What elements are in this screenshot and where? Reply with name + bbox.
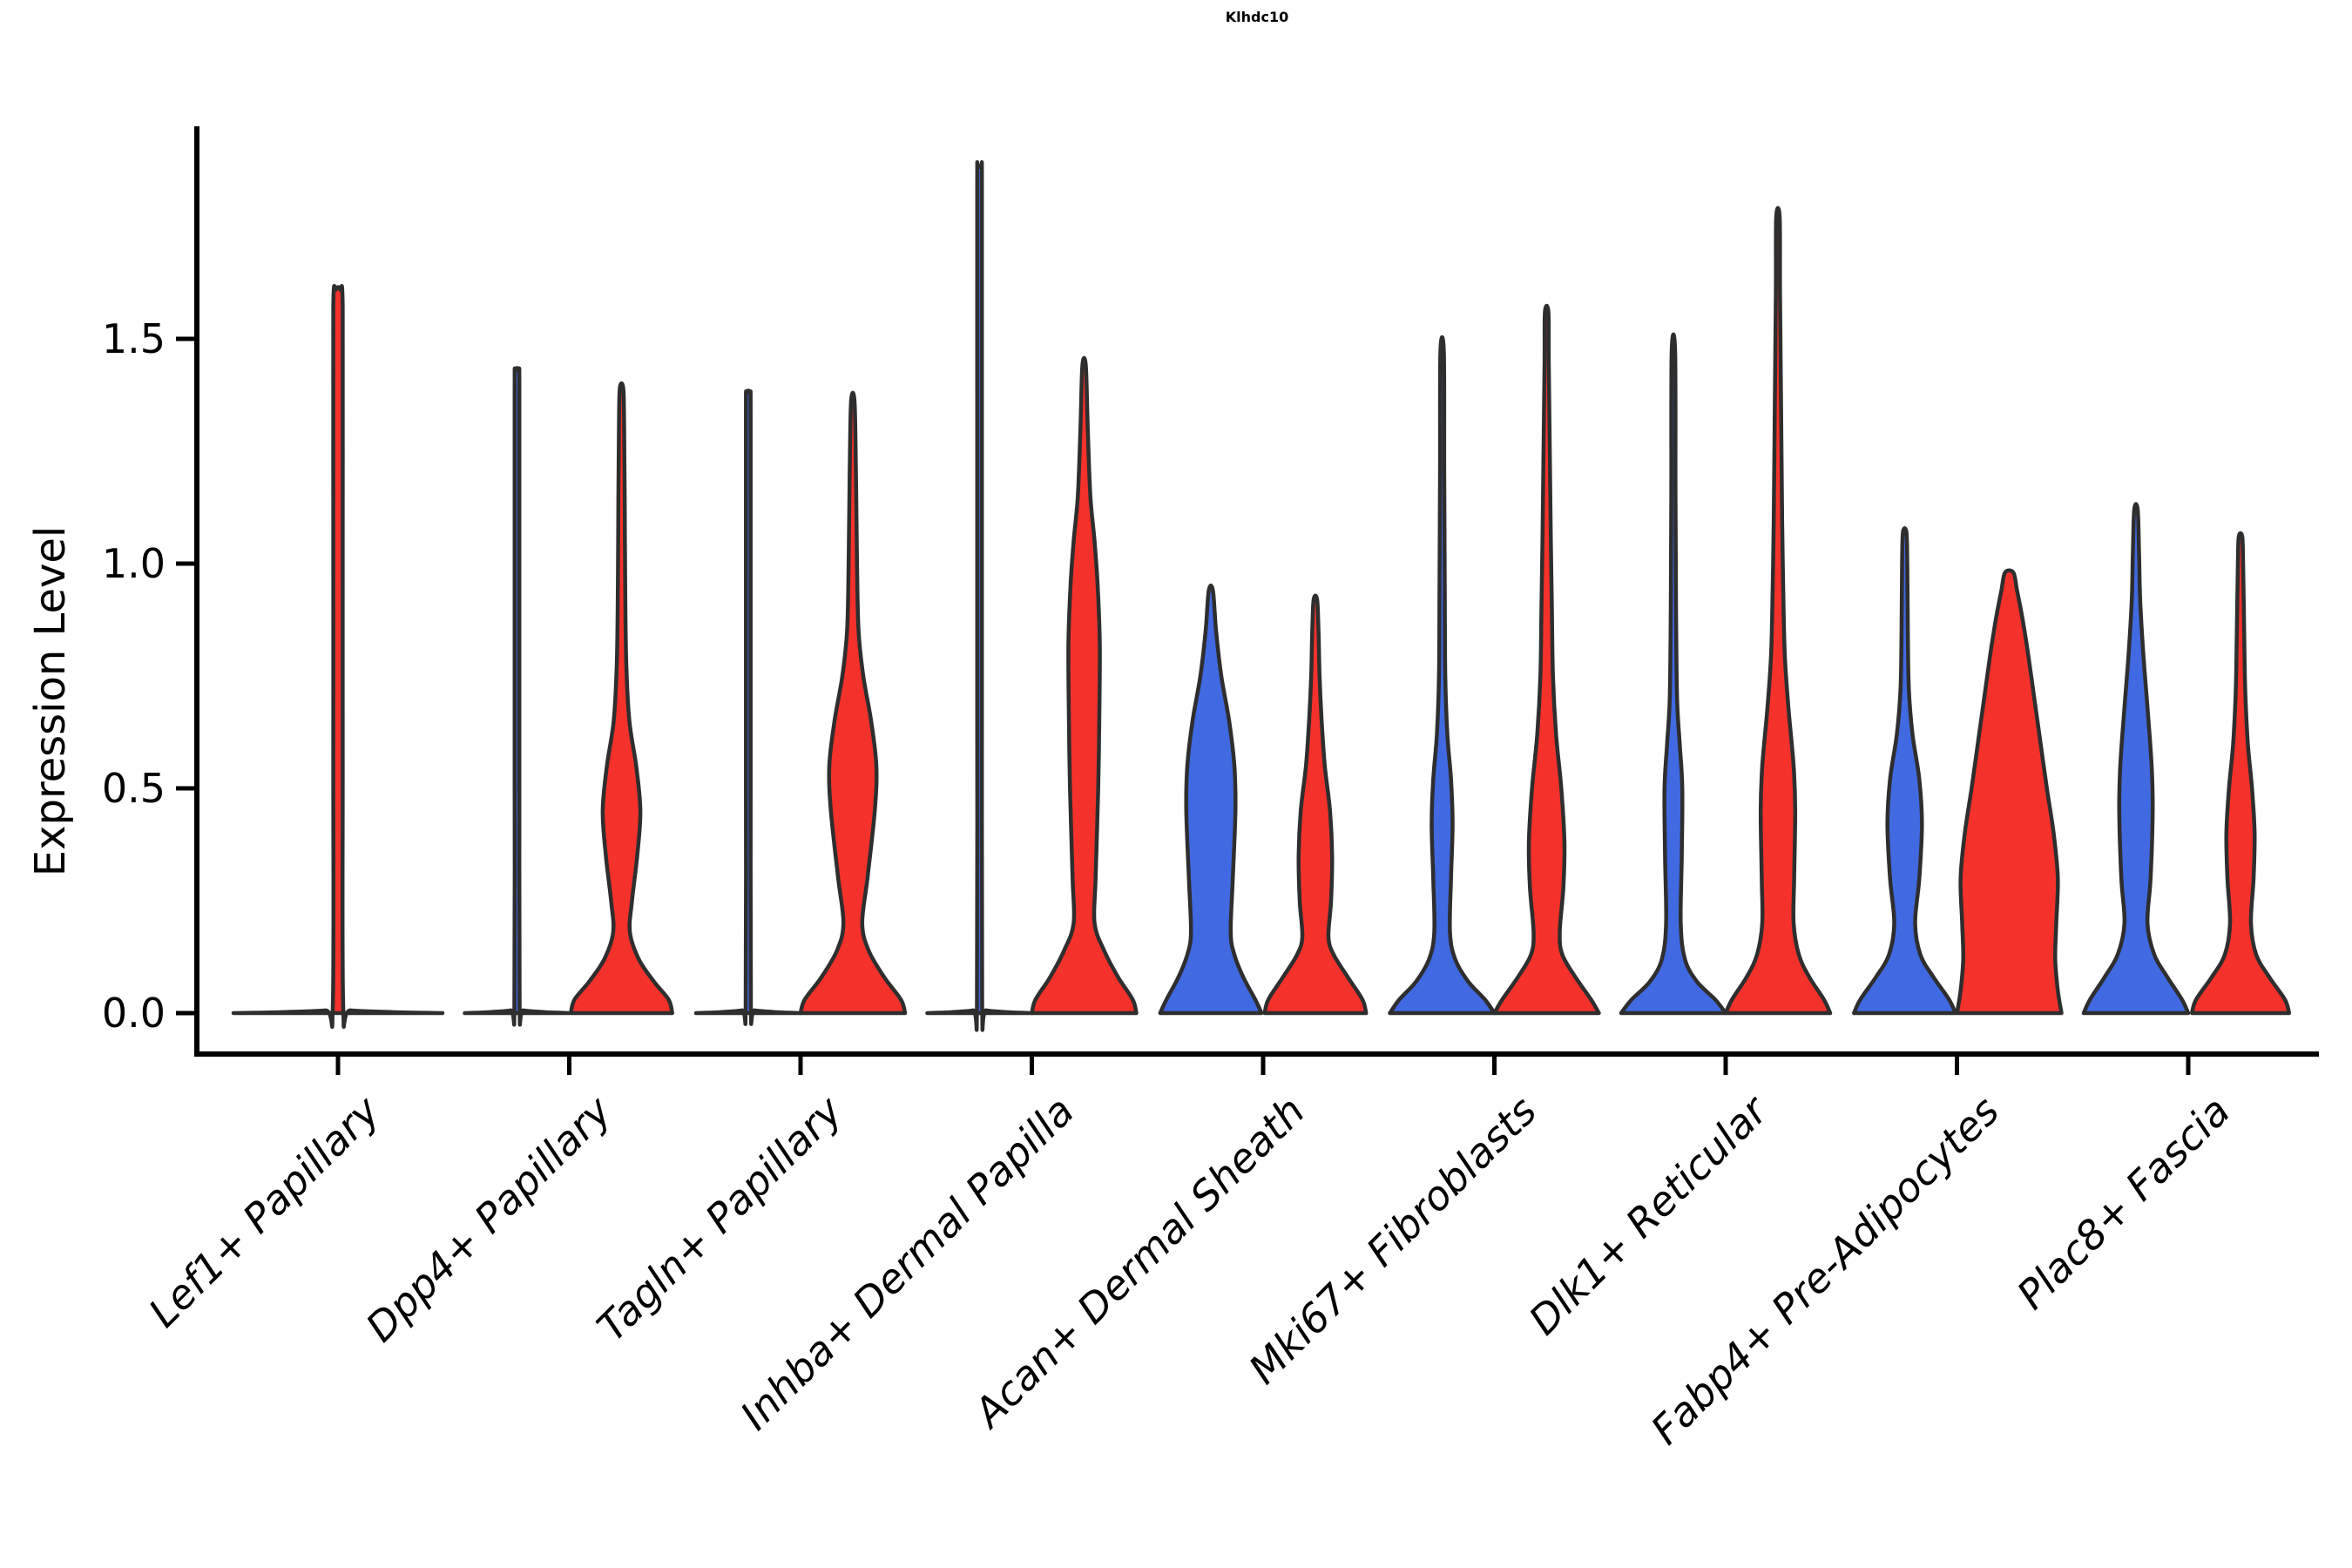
y-tick-label: 1.5 <box>101 315 166 362</box>
violin-8-blue <box>2081 502 2191 1016</box>
chart-title: Klhdc10 <box>1225 9 1289 25</box>
violin-3-blue <box>925 160 1034 1032</box>
violin-6-red <box>1723 206 1833 1016</box>
violin-0-red <box>231 284 445 1029</box>
y-tick-label: 0.0 <box>101 990 166 1037</box>
y-tick-label: 1.0 <box>101 540 166 587</box>
y-axis-title: Expression Level <box>26 525 75 877</box>
violin-5-red <box>1492 303 1601 1016</box>
violin-8-red <box>2189 531 2292 1016</box>
violin-7-blue <box>1852 526 1957 1016</box>
violin-7-red <box>1955 568 2064 1016</box>
violin-4-blue <box>1158 583 1264 1016</box>
violin-1-blue <box>463 366 571 1027</box>
violin-3-red <box>1030 355 1139 1016</box>
violin-2-blue <box>693 389 803 1026</box>
violin-2-red <box>798 390 908 1016</box>
violin-5-blue <box>1388 335 1497 1016</box>
violin-4-red <box>1262 593 1369 1016</box>
violin-1-red <box>569 381 674 1016</box>
y-tick-label: 0.5 <box>101 765 166 812</box>
violin-6-blue <box>1619 332 1728 1016</box>
